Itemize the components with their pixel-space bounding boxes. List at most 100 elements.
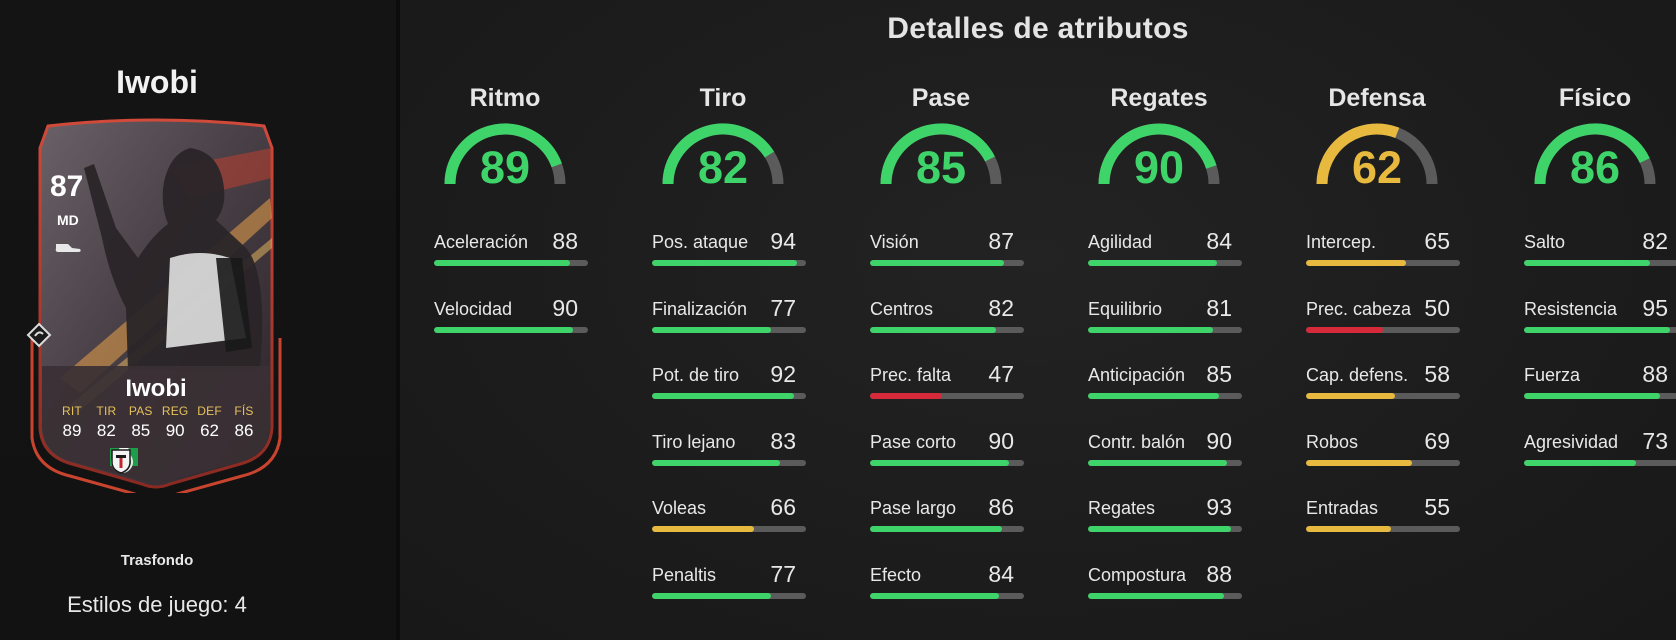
attribute-row[interactable]: Entradas 55 bbox=[1306, 494, 1462, 536]
category-value: 86 bbox=[1569, 142, 1621, 193]
attribute-row[interactable]: Penaltis 77 bbox=[652, 561, 808, 603]
attribute-bar-fill bbox=[652, 526, 754, 532]
attribute-row[interactable]: Pot. de tiro 92 bbox=[652, 361, 808, 403]
attribute-value: 87 bbox=[988, 228, 1014, 254]
attribute-value: 84 bbox=[988, 560, 1014, 587]
card-stat-label: DEF bbox=[197, 404, 222, 418]
attribute-label: Compostura bbox=[1088, 564, 1187, 585]
attribute-label: Velocidad bbox=[434, 298, 513, 319]
attribute-bar bbox=[652, 592, 806, 599]
attribute-row[interactable]: Resistencia 95 bbox=[1524, 295, 1676, 337]
attribute-row[interactable]: Aceleración 88 bbox=[434, 228, 590, 270]
card-stat: PAS 85 bbox=[127, 404, 155, 441]
attribute-bar bbox=[870, 326, 1024, 333]
attribute-row[interactable]: Robos 69 bbox=[1306, 428, 1462, 470]
attribute-row[interactable]: Centros 82 bbox=[870, 294, 1026, 337]
category-value: 85 bbox=[915, 142, 967, 193]
player-panel: Iwobi bbox=[0, 0, 398, 640]
attribute-bar-fill bbox=[1524, 459, 1637, 466]
playstyles-count[interactable]: Estilos de juego: 4 bbox=[67, 592, 247, 617]
category-gauge: 62 bbox=[1312, 120, 1442, 193]
card-stat: RIT 89 bbox=[58, 404, 86, 441]
attribute-label: Salto bbox=[1524, 232, 1566, 252]
attribute-row[interactable]: Intercep. 65 bbox=[1306, 228, 1462, 270]
attribute-bar-fill bbox=[1306, 260, 1407, 266]
attribute-bar bbox=[870, 592, 1024, 599]
attribute-row[interactable]: Cap. defens. 58 bbox=[1306, 361, 1462, 403]
attribute-row[interactable]: Regates 93 bbox=[1088, 494, 1244, 536]
category-name: Pase bbox=[911, 84, 971, 112]
attribute-row[interactable]: Tiro lejano 83 bbox=[652, 427, 808, 470]
card-overall-rating: 87 bbox=[50, 170, 84, 203]
attribute-value: 47 bbox=[988, 361, 1014, 387]
attribute-row[interactable]: Prec. falta 47 bbox=[870, 361, 1026, 403]
attribute-bar bbox=[1088, 592, 1242, 599]
attribute-bar bbox=[1306, 526, 1460, 532]
attribute-label: Entradas bbox=[1306, 498, 1379, 518]
attribute-row[interactable]: Velocidad 90 bbox=[434, 294, 590, 337]
category-name: Tiro bbox=[699, 84, 747, 112]
attribute-row[interactable]: Compostura 88 bbox=[1088, 561, 1244, 603]
attribute-row[interactable]: Visión 87 bbox=[870, 228, 1026, 270]
attribute-row[interactable]: Agilidad 84 bbox=[1088, 228, 1244, 270]
gauge-fill bbox=[1316, 123, 1400, 185]
category-gauge: 90 bbox=[1094, 120, 1224, 193]
card-position: MD bbox=[57, 212, 79, 228]
attribute-bar-fill bbox=[870, 326, 997, 333]
attribute-label: Voleas bbox=[652, 498, 707, 518]
attribute-row[interactable]: Pase corto 90 bbox=[870, 428, 1026, 470]
attribute-bar bbox=[870, 526, 1024, 532]
attribute-row[interactable]: Pase largo 86 bbox=[870, 494, 1026, 536]
gauge-arc bbox=[662, 123, 784, 185]
attribute-value: 83 bbox=[770, 427, 796, 454]
attribute-row[interactable]: Voleas 66 bbox=[652, 494, 808, 536]
attribute-row[interactable]: Anticipación 85 bbox=[1088, 361, 1244, 403]
attribute-value: 77 bbox=[770, 294, 796, 321]
card-stat: REG 90 bbox=[161, 404, 189, 441]
attribute-bar bbox=[870, 393, 1024, 399]
attribute-value: 90 bbox=[552, 294, 578, 321]
attribute-row[interactable]: Prec. cabeza 50 bbox=[1306, 294, 1462, 337]
attribute-label: Equilibrio bbox=[1088, 298, 1163, 319]
attribute-value: 82 bbox=[1642, 228, 1668, 254]
attribute-bar bbox=[870, 260, 1024, 266]
attribute-row[interactable]: Salto 82 bbox=[1524, 228, 1676, 270]
gauge-arc bbox=[1534, 123, 1656, 185]
player-card[interactable]: 87 MD Iwobi RIT 89 TIR 82 PAS 85 bbox=[20, 108, 292, 493]
attribute-bar-fill bbox=[1306, 393, 1396, 399]
attribute-bar-fill bbox=[870, 393, 943, 399]
attribute-label: Intercep. bbox=[1306, 232, 1377, 252]
attribute-label: Tiro lejano bbox=[652, 431, 736, 452]
attribute-row[interactable]: Finalización 77 bbox=[652, 294, 808, 337]
attribute-bar-fill bbox=[652, 393, 794, 399]
attribute-bar-fill bbox=[1088, 393, 1219, 399]
attribute-bar bbox=[1088, 326, 1242, 333]
card-stat: FÍS 86 bbox=[230, 404, 258, 441]
attribute-value: 55 bbox=[1424, 494, 1450, 520]
gauge-fill bbox=[880, 123, 995, 185]
gauge-arc bbox=[880, 123, 1002, 185]
attribute-label: Pase corto bbox=[870, 431, 957, 452]
attribute-bar bbox=[1306, 326, 1460, 333]
category-value: 89 bbox=[479, 142, 531, 193]
attribute-bar bbox=[1306, 393, 1460, 399]
attribute-label: Visión bbox=[870, 232, 919, 252]
attribute-value: 81 bbox=[1206, 294, 1232, 321]
attribute-row[interactable]: Fuerza 88 bbox=[1524, 361, 1676, 403]
attribute-value: 93 bbox=[1206, 494, 1232, 520]
card-stat-value: 85 bbox=[131, 421, 151, 440]
attribute-row[interactable]: Contr. balón 90 bbox=[1088, 428, 1244, 470]
attribute-value: 50 bbox=[1424, 294, 1450, 321]
gauge-arc bbox=[444, 123, 566, 185]
attribute-value: 82 bbox=[988, 294, 1014, 321]
attribute-row[interactable]: Pos. ataque 94 bbox=[652, 228, 808, 270]
category-name: Regates bbox=[1110, 84, 1208, 112]
attribute-value: 73 bbox=[1642, 427, 1668, 454]
attribute-bar bbox=[1088, 393, 1242, 399]
attribute-label: Robos bbox=[1306, 431, 1359, 452]
attribute-bar-fill bbox=[1088, 260, 1218, 266]
attribute-row[interactable]: Equilibrio 81 bbox=[1088, 294, 1244, 337]
attribute-row[interactable]: Agresividad 73 bbox=[1524, 427, 1676, 470]
attribute-value: 65 bbox=[1424, 228, 1450, 254]
attribute-row[interactable]: Efecto 84 bbox=[870, 560, 1026, 603]
